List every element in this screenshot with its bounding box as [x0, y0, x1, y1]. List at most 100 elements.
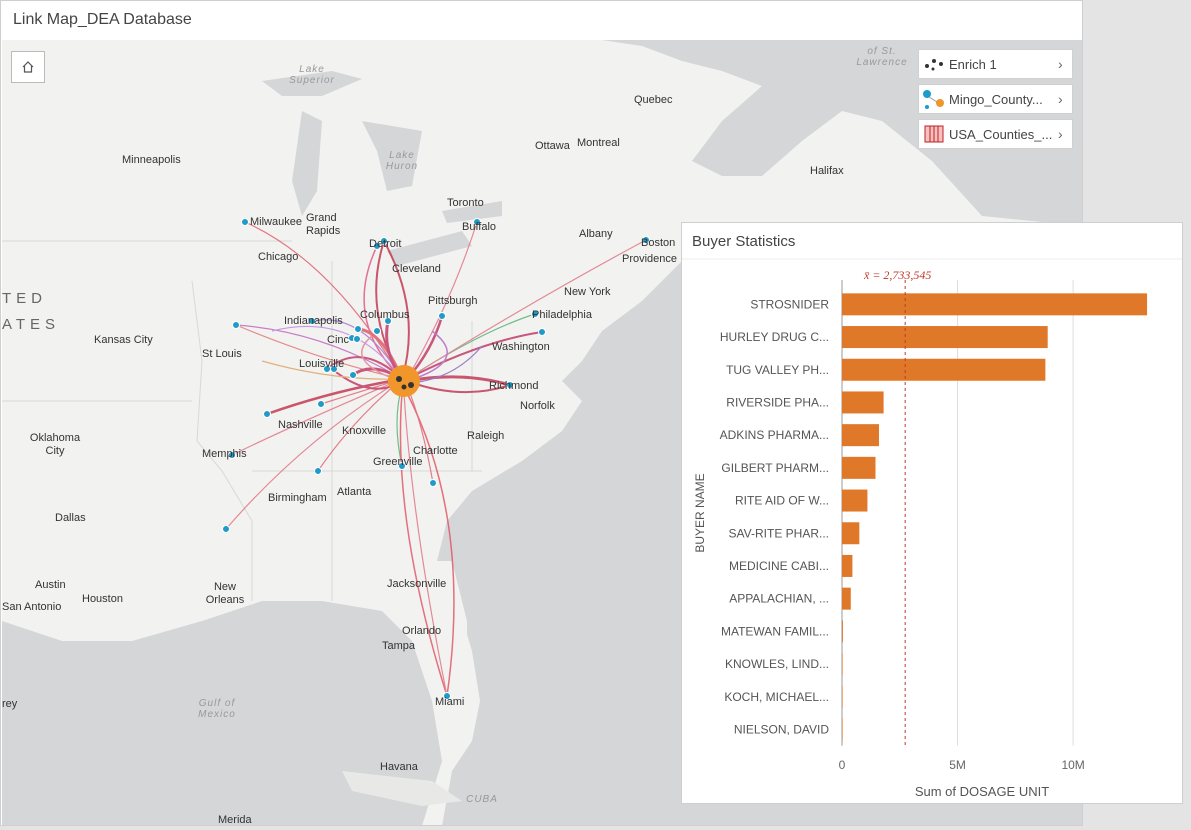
category-label: NIELSON, DAVID: [734, 722, 829, 736]
bar[interactable]: [842, 587, 851, 610]
chevron-right-icon: ›: [1058, 56, 1063, 72]
x-tick-label: 5M: [949, 758, 966, 772]
category-label: RIVERSIDE PHA...: [726, 395, 829, 409]
city-birmingham: Birmingham: [268, 492, 327, 504]
city-memphis: Memphis: [202, 448, 247, 460]
city-charlotte: Charlotte: [413, 445, 458, 457]
bar[interactable]: [842, 326, 1048, 349]
city-albany: Albany: [579, 228, 613, 240]
city-richmond: Richmond: [489, 380, 539, 392]
city-indianapolis: Indianapolis: [284, 315, 343, 327]
city-louisville: Louisville: [299, 358, 345, 370]
city-halifax: Halifax: [810, 165, 844, 177]
polygon-hatch-icon: [919, 120, 949, 148]
bar[interactable]: [842, 358, 1046, 381]
bar[interactable]: [842, 718, 843, 741]
city-columbus: Columbus: [360, 309, 410, 321]
category-label: STROSNIDER: [750, 297, 829, 311]
bar[interactable]: [842, 522, 860, 545]
category-label: APPALACHIAN, ...: [729, 592, 829, 606]
lake-superior: [262, 71, 362, 96]
chart-x-ticks: 0 5M 10M: [839, 758, 1085, 772]
water-label-st-lawrence: of St. Lawrence: [856, 46, 908, 68]
bar[interactable]: [842, 489, 868, 512]
city-providence: Providence: [622, 253, 678, 265]
city-grand-rapids: Grand Rapids: [306, 212, 341, 237]
cuba-land: [342, 771, 462, 806]
city-new-orleans: New Orleans: [205, 581, 245, 606]
water-label-cuba: CUBA: [466, 794, 498, 805]
bar[interactable]: [842, 685, 843, 708]
layer-usa-counties[interactable]: USA_Counties_... ›: [918, 119, 1073, 149]
water-label-lake-superior: Lake Superior: [289, 64, 335, 86]
y-axis-label: BUYER NAME: [693, 473, 707, 552]
buyer-statistics-title: Buyer Statistics: [692, 233, 796, 250]
bar[interactable]: [842, 554, 853, 577]
chevron-right-icon: ›: [1058, 126, 1063, 142]
city-oklahoma-city: Oklahoma City: [29, 432, 81, 457]
link-nodes-icon: [919, 85, 949, 113]
city-detroit: Detroit: [369, 238, 402, 250]
city-toronto: Toronto: [447, 197, 484, 209]
category-label: TUG VALLEY PH...: [726, 363, 829, 377]
city-greenville: Greenville: [373, 456, 423, 468]
city-havana: Havana: [380, 761, 418, 773]
category-label: SAV-RITE PHAR...: [729, 526, 829, 540]
category-label: MEDICINE CABI...: [729, 559, 829, 573]
home-icon: [22, 61, 34, 73]
city-miami: Miami: [435, 696, 465, 708]
city-cincinnati: Cinc: [327, 334, 350, 346]
bar[interactable]: [842, 424, 879, 447]
hub-node: [388, 365, 420, 397]
category-label: KOCH, MICHAEL...: [724, 690, 829, 704]
chart-bars: [842, 293, 1148, 741]
bar[interactable]: [842, 293, 1148, 316]
layer-mingo-county[interactable]: Mingo_County... ›: [918, 84, 1073, 114]
layer-label: USA_Counties_...: [949, 126, 1053, 142]
bar[interactable]: [842, 653, 843, 676]
city-nashville: Nashville: [278, 419, 323, 431]
points-icon: [919, 50, 949, 78]
city-kansas-city: Kansas City: [94, 334, 153, 346]
city-buffalo: Buffalo: [462, 221, 497, 233]
city-atlanta: Atlanta: [337, 486, 372, 498]
water-label-gulf: Gulf of Mexico: [198, 698, 236, 720]
home-button[interactable]: [11, 51, 45, 83]
chevron-right-icon: ›: [1058, 91, 1063, 107]
region-label-united: TED: [2, 290, 47, 307]
city-pittsburgh: Pittsburgh: [428, 295, 478, 307]
city-quebec: Quebec: [634, 94, 673, 106]
city-washington: Washington: [492, 341, 550, 353]
city-tampa: Tampa: [382, 640, 416, 652]
city-austin: Austin: [35, 579, 66, 591]
layer-label: Enrich 1: [949, 56, 997, 72]
bar[interactable]: [842, 391, 884, 414]
city-raleigh: Raleigh: [467, 430, 505, 442]
buyer-bar-chart[interactable]: STROSNIDER HURLEY DRUG C... TUG VALLEY PH.…: [682, 223, 1182, 803]
city-cleveland: Cleveland: [392, 263, 441, 275]
city-milwaukee: Milwaukee: [250, 216, 302, 228]
city-montreal: Montreal: [577, 137, 620, 149]
city-minneapolis: Minneapolis: [122, 154, 181, 166]
x-tick-label: 0: [839, 758, 846, 772]
layer-label: Mingo_County...: [949, 91, 1043, 107]
category-label: RITE AID OF W...: [735, 494, 829, 508]
region-label-states: ATES: [2, 316, 61, 333]
lake-erie: [387, 231, 472, 266]
category-label: HURLEY DRUG C...: [720, 330, 829, 344]
city-knoxville: Knoxville: [342, 425, 387, 437]
category-label: GILBERT PHARM...: [721, 461, 829, 475]
x-tick-label: 10M: [1061, 758, 1084, 772]
city-san-antonio: San Antonio: [2, 601, 62, 613]
mean-label: x̄ = 2,733,545: [863, 268, 931, 282]
buyer-statistics-card: Buyer Statistics STROSNIDER HURLEY DRUG C…: [681, 222, 1183, 804]
city-ottawa: Ottawa: [535, 140, 570, 152]
city-new-york: New York: [564, 286, 611, 298]
chart-grid: [841, 280, 1074, 746]
city-st-louis: St Louis: [202, 348, 242, 360]
layer-enrich-1[interactable]: Enrich 1 ›: [918, 49, 1073, 79]
bar[interactable]: [842, 620, 843, 643]
bar[interactable]: [842, 456, 876, 479]
category-label: KNOWLES, LIND...: [725, 657, 829, 671]
city-norfolk: Norfolk: [520, 400, 555, 412]
